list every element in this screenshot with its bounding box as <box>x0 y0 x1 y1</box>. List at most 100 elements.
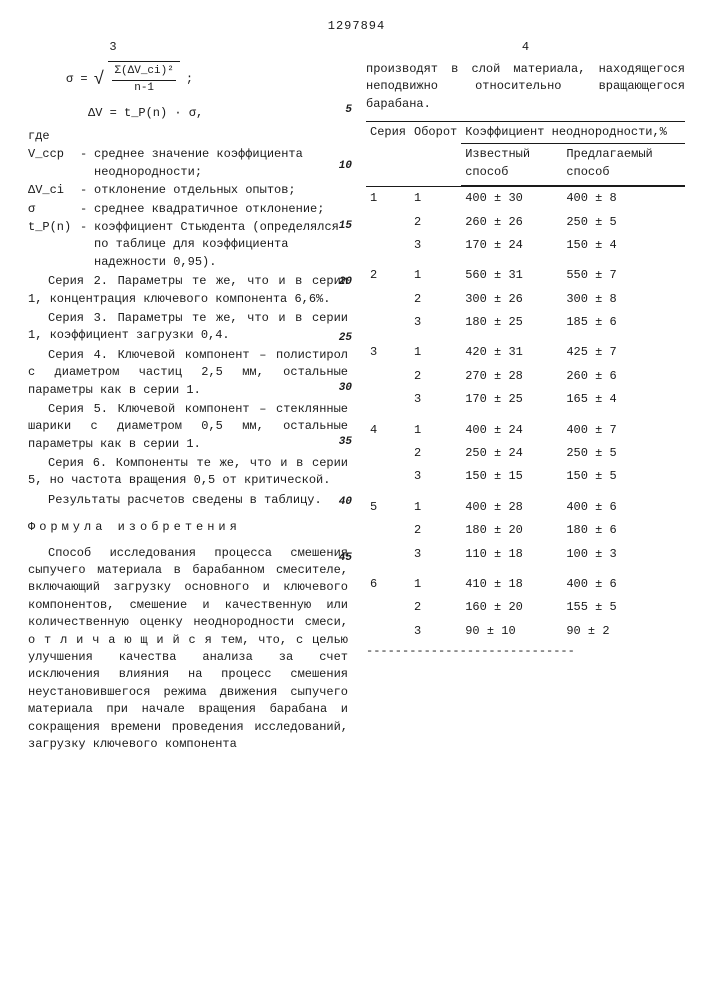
cell-series <box>366 620 410 643</box>
page-number-right-text: 4 <box>522 40 529 54</box>
definitions-block: где V_cср-среднее значение коэффициента … <box>28 128 348 271</box>
cell-series <box>366 543 410 566</box>
cell-proposed: 90 ± 2 <box>562 620 685 643</box>
line-number: 20 <box>339 275 352 291</box>
cell-oborot: 2 <box>410 288 461 311</box>
cell-oborot: 2 <box>410 519 461 542</box>
cell-series <box>366 234 410 257</box>
def-symbol: σ <box>28 201 80 218</box>
left-column: 3 51015202530354045 σ = √ Σ(ΔV_ci)² n-1 … <box>28 39 348 755</box>
cell-oborot: 3 <box>410 620 461 643</box>
cell-oborot: 2 <box>410 365 461 388</box>
line-number: 10 <box>339 159 352 175</box>
cell-proposed: 250 ± 5 <box>562 442 685 465</box>
col-header-known: Известный способ <box>461 144 562 186</box>
line-number: 30 <box>339 381 352 397</box>
def-symbol: ΔV_ci <box>28 182 80 199</box>
def-dash: - <box>80 146 94 163</box>
cell-known: 160 ± 20 <box>461 596 562 619</box>
table-row: 2250 ± 24250 ± 5 <box>366 442 685 465</box>
line-number: 40 <box>339 495 352 511</box>
paragraph: Серия 4. Ключевой компонент – полистирол… <box>28 347 348 399</box>
def-text: отклонение отдельных опытов; <box>94 182 348 199</box>
cell-oborot: 1 <box>410 566 461 596</box>
table-row: 51400 ± 28400 ± 6 <box>366 489 685 519</box>
formula-delta-v-text: ΔV = t_P(n) · σ, <box>88 106 203 120</box>
cell-series: 3 <box>366 334 410 364</box>
cell-series: 5 <box>366 489 410 519</box>
def-row: ΔV_ci-отклонение отдельных опытов; <box>28 182 348 199</box>
col-header-main-text: Коэффициент неоднородности,% <box>465 125 667 139</box>
cell-proposed: 400 ± 8 <box>562 186 685 210</box>
paragraph: Серия 2. Параметры те же, что и в серии … <box>28 273 348 308</box>
cell-known: 150 ± 15 <box>461 465 562 488</box>
cell-series <box>366 311 410 334</box>
cell-proposed: 250 ± 5 <box>562 211 685 234</box>
cell-known: 90 ± 10 <box>461 620 562 643</box>
def-text: среднее квадратичное отклонение; <box>94 201 348 218</box>
table-row: 2300 ± 26300 ± 8 <box>366 288 685 311</box>
cell-proposed: 100 ± 3 <box>562 543 685 566</box>
section-title-text: Формула изобретения <box>28 520 241 534</box>
cell-proposed: 150 ± 4 <box>562 234 685 257</box>
def-symbol: V_cср <box>28 146 80 163</box>
formula-delta-v: ΔV = t_P(n) · σ, <box>88 105 348 122</box>
table-row: 2260 ± 26250 ± 5 <box>366 211 685 234</box>
formula-lhs: σ = <box>66 71 88 88</box>
cell-oborot: 3 <box>410 465 461 488</box>
cell-series: 6 <box>366 566 410 596</box>
cell-oborot: 1 <box>410 412 461 442</box>
page-number-right: 4 <box>366 39 685 56</box>
cell-oborot: 1 <box>410 489 461 519</box>
cell-series: 2 <box>366 257 410 287</box>
cell-known: 250 ± 24 <box>461 442 562 465</box>
radical-sign: √ <box>94 67 105 93</box>
col-header-oborot: Оборот <box>410 121 461 186</box>
paragraph: Результаты расчетов сведены в таблицу. <box>28 492 348 509</box>
cell-known: 300 ± 26 <box>461 288 562 311</box>
paragraph: Серия 5. Ключевой компонент – стеклянные… <box>28 401 348 453</box>
cell-oborot: 2 <box>410 442 461 465</box>
cell-known: 400 ± 24 <box>461 412 562 442</box>
def-text: коэффициент Стьюдента (определялся по та… <box>94 219 348 271</box>
cell-known: 400 ± 28 <box>461 489 562 519</box>
col-header-known-text: Известный способ <box>465 147 530 178</box>
table-row: 21560 ± 31550 ± 7 <box>366 257 685 287</box>
cell-oborot: 1 <box>410 334 461 364</box>
claim-paragraph: Способ исследования процесса смешения сы… <box>28 545 348 754</box>
table-row: 61410 ± 18400 ± 6 <box>366 566 685 596</box>
paragraph: Серия 6. Компоненты те же, что и в серии… <box>28 455 348 490</box>
table-row: 2270 ± 28260 ± 6 <box>366 365 685 388</box>
fraction: Σ(ΔV_ci)² n-1 <box>112 64 175 97</box>
right-intro-text: производят в слой материала, находящегос… <box>366 61 685 113</box>
section-title: Формула изобретения <box>28 519 348 536</box>
cell-known: 170 ± 24 <box>461 234 562 257</box>
line-number: 5 <box>345 103 352 119</box>
cell-series <box>366 519 410 542</box>
cell-proposed: 185 ± 6 <box>562 311 685 334</box>
cell-proposed: 150 ± 5 <box>562 465 685 488</box>
table-row: 3 90 ± 10 90 ± 2 <box>366 620 685 643</box>
page-number-left: 3 <box>0 39 348 56</box>
col-header-oborot-text: Оборот <box>414 125 457 139</box>
cell-proposed: 260 ± 6 <box>562 365 685 388</box>
table-row: 31420 ± 31425 ± 7 <box>366 334 685 364</box>
table-header-row: Серия Оборот Коэффициент неоднородности,… <box>366 121 685 143</box>
cell-oborot: 3 <box>410 543 461 566</box>
cell-series <box>366 465 410 488</box>
table-footer-dashes-text: ----------------------------- <box>366 644 575 658</box>
cell-series <box>366 442 410 465</box>
cell-oborot: 3 <box>410 311 461 334</box>
page-columns: 3 51015202530354045 σ = √ Σ(ΔV_ci)² n-1 … <box>28 39 685 755</box>
table-row: 3150 ± 15150 ± 5 <box>366 465 685 488</box>
def-dash: - <box>80 201 94 218</box>
cell-proposed: 550 ± 7 <box>562 257 685 287</box>
table-row: 3110 ± 18100 ± 3 <box>366 543 685 566</box>
cell-proposed: 400 ± 7 <box>562 412 685 442</box>
cell-known: 400 ± 30 <box>461 186 562 210</box>
def-where: где <box>28 128 80 145</box>
cell-known: 110 ± 18 <box>461 543 562 566</box>
cell-proposed: 300 ± 8 <box>562 288 685 311</box>
def-row: V_cср-среднее значение коэффициента неод… <box>28 146 348 181</box>
cell-known: 180 ± 25 <box>461 311 562 334</box>
